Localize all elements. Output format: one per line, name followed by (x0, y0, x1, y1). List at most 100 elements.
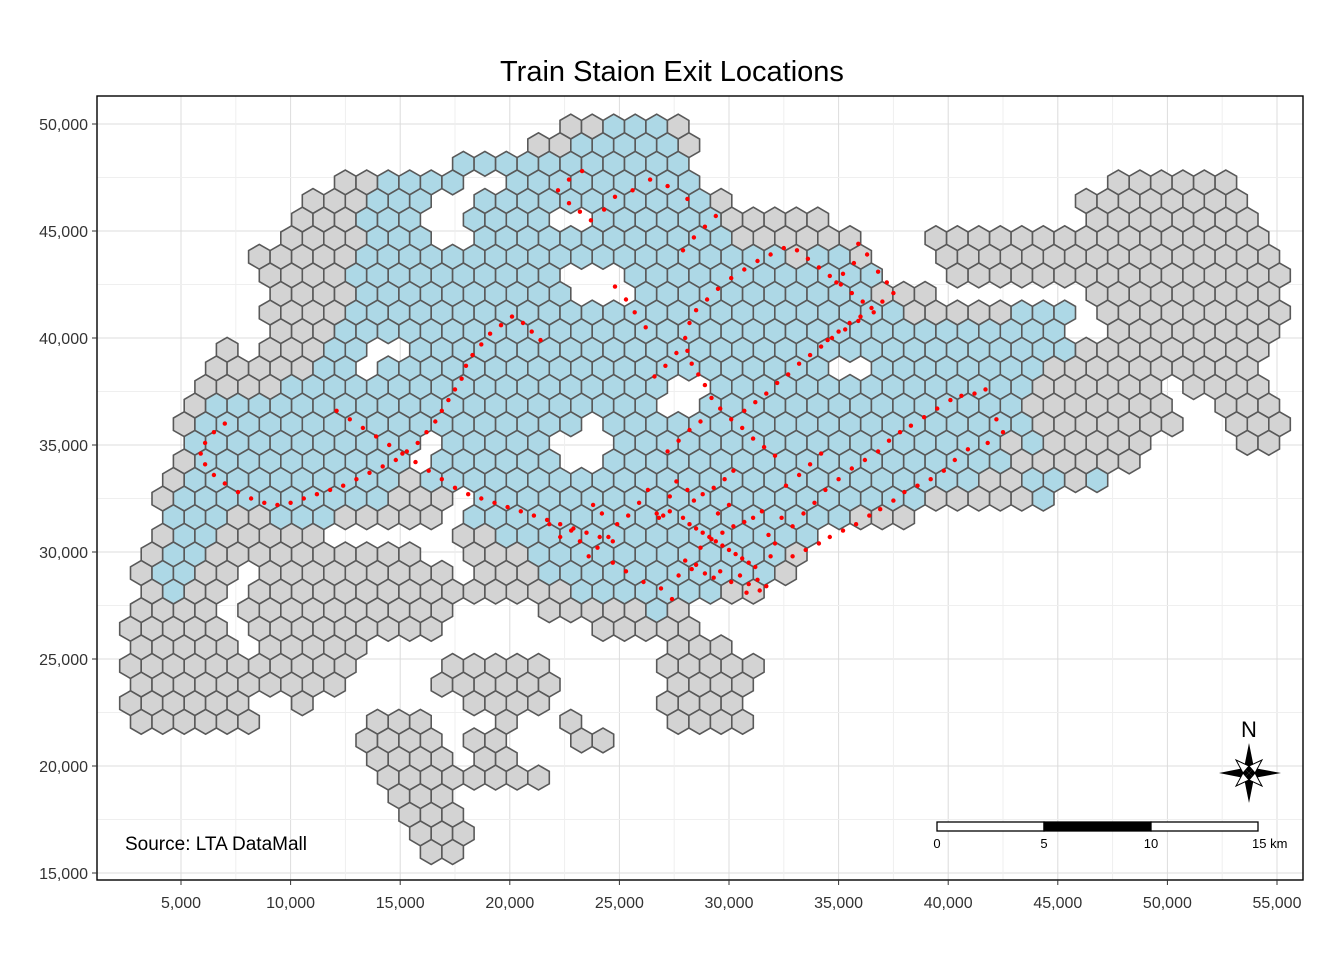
exit-point (709, 537, 714, 542)
map-title: Train Staion Exit Locations (500, 56, 844, 88)
hex-cell (924, 485, 948, 512)
exit-point (726, 547, 732, 553)
exit-point (834, 280, 839, 285)
exit-point (505, 504, 510, 510)
exit-point (843, 327, 848, 332)
y-tick-label: 20,000 (39, 759, 88, 776)
hex-cell (526, 764, 551, 791)
hex-cell (398, 503, 422, 531)
exit-point (262, 500, 267, 505)
exit-point (531, 513, 537, 518)
hex-cell (355, 503, 379, 531)
exit-point (487, 331, 493, 336)
exit-point (740, 425, 745, 431)
exit-point (722, 477, 727, 482)
hex-cell (967, 485, 991, 512)
exit-point (764, 584, 769, 589)
exit-point (849, 290, 854, 296)
exit-point (805, 256, 811, 261)
hex-cell (333, 503, 357, 531)
exit-point (983, 387, 988, 392)
hex-cell-with-exit (376, 317, 400, 345)
exit-point (387, 442, 392, 448)
exit-point (807, 462, 813, 467)
exit-point (742, 408, 747, 413)
exit-point (928, 477, 933, 482)
exit-point (829, 335, 835, 341)
exit-point (742, 267, 747, 272)
exit-point (341, 483, 346, 488)
y-tick-label: 45,000 (39, 224, 88, 241)
hex-cell (290, 689, 314, 717)
exit-point (746, 560, 751, 565)
x-tick-label: 15,000 (376, 895, 425, 912)
y-tick-label: 50,000 (39, 117, 88, 134)
exit-point (698, 419, 703, 424)
exit-point (314, 492, 320, 497)
exit-point (558, 522, 563, 527)
hex-cell (129, 708, 153, 736)
exit-point (669, 596, 675, 602)
y-tick-label: 40,000 (39, 331, 88, 348)
hex-cell (945, 485, 969, 512)
exit-point (700, 530, 705, 535)
y-tick-label: 15,000 (39, 866, 88, 883)
scale-label-10: 10 (1144, 836, 1158, 851)
exit-point (641, 579, 646, 585)
exit-point (623, 297, 629, 302)
hex-cell (945, 262, 969, 289)
exit-point (897, 430, 903, 435)
exit-point (518, 509, 523, 514)
exit-point (588, 218, 594, 223)
hex-cell (634, 615, 658, 643)
hex-cell (688, 708, 712, 736)
exit-point (610, 560, 615, 565)
exit-point (965, 447, 971, 452)
hex-cell (419, 503, 443, 531)
exit-point (891, 290, 896, 296)
exit-point (729, 579, 734, 585)
exit-point (571, 526, 576, 531)
exit-point (755, 577, 760, 582)
exit-point (779, 515, 784, 520)
exit-point (713, 539, 718, 544)
exit-point (380, 464, 385, 469)
exit-point (713, 213, 718, 219)
exit-point (729, 417, 734, 422)
exit-point (766, 532, 771, 538)
exit-point (288, 500, 293, 505)
exit-point (851, 260, 857, 266)
exit-point (555, 188, 561, 193)
exit-point (275, 502, 280, 508)
hex-cell (773, 559, 798, 587)
exit-point (424, 430, 429, 435)
hex-cell-with-exit (441, 169, 465, 196)
exit-point (479, 496, 484, 501)
exit-point (479, 342, 484, 347)
hex-cell (376, 503, 400, 531)
exit-point (731, 524, 736, 529)
hex-cell (612, 615, 637, 643)
hex-cell (559, 596, 583, 624)
hex-cell-with-exit (698, 578, 722, 605)
hex-cell-with-exit (827, 503, 851, 531)
exit-point (720, 530, 725, 535)
exit-point (698, 545, 703, 550)
exit-point (836, 477, 841, 482)
exit-point (816, 265, 822, 270)
exit-point (840, 271, 846, 276)
exit-point (463, 363, 469, 368)
hex-cell (730, 708, 755, 736)
exit-point (790, 554, 795, 559)
exit-point (367, 470, 372, 475)
hex-cell (419, 615, 443, 643)
exit-point (715, 511, 721, 516)
hex-cell (505, 578, 529, 605)
exit-point (796, 361, 802, 366)
exit-point (492, 500, 497, 505)
exit-point (1000, 430, 1006, 435)
x-tick-label: 10,000 (266, 895, 315, 912)
hex-cell (462, 764, 486, 791)
exit-point (891, 498, 896, 503)
hex-cell-with-exit (569, 243, 594, 271)
